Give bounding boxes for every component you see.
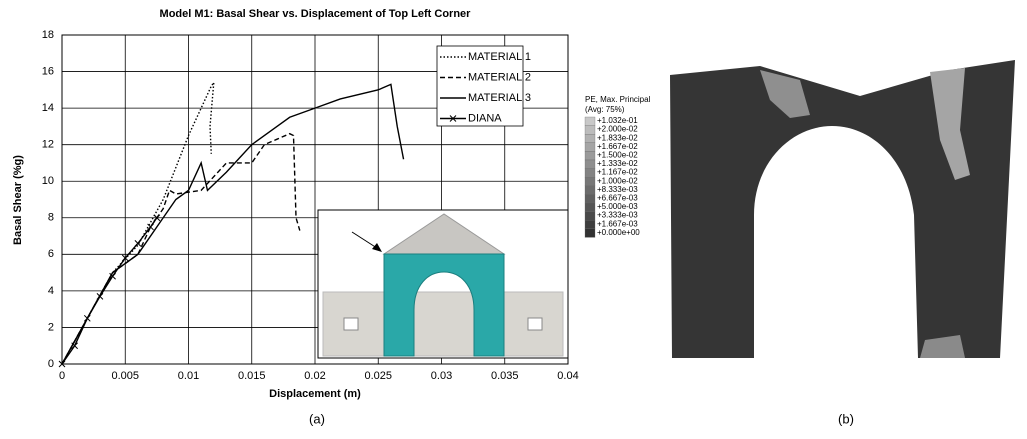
figure: Model M1: Basal Shear vs. Displacement o… bbox=[0, 0, 1027, 434]
x-tick-label: 0.02 bbox=[304, 370, 325, 382]
contour-subtitle: (Avg: 75%) bbox=[585, 105, 625, 114]
contour-swatch bbox=[585, 220, 595, 229]
legend-label: DIANA bbox=[468, 112, 502, 124]
y-tick-label: 2 bbox=[48, 321, 54, 333]
point-marker bbox=[84, 315, 90, 321]
legend-label: MATERIAL 3 bbox=[468, 92, 531, 104]
contour-plot bbox=[670, 60, 1015, 358]
contour-swatch bbox=[585, 177, 595, 186]
y-tick-label: 18 bbox=[42, 29, 54, 41]
legend-label: MATERIAL 2 bbox=[468, 71, 531, 83]
contour-swatch bbox=[585, 212, 595, 221]
x-tick-label: 0.005 bbox=[111, 370, 139, 382]
caption: (a) bbox=[309, 411, 325, 426]
y-tick-label: 0 bbox=[48, 358, 54, 370]
contour-swatch bbox=[585, 117, 595, 126]
x-tick-label: 0.01 bbox=[178, 370, 199, 382]
point-marker bbox=[148, 224, 154, 230]
y-tick-label: 12 bbox=[42, 139, 54, 151]
x-tick-label: 0 bbox=[59, 370, 65, 382]
y-tick-label: 4 bbox=[48, 285, 54, 297]
x-tick-label: 0.03 bbox=[431, 370, 452, 382]
series-line bbox=[62, 134, 300, 364]
x-tick-label: 0.015 bbox=[238, 370, 266, 382]
contour-level: +0.000e+00 bbox=[597, 228, 640, 237]
y-tick-label: 16 bbox=[42, 65, 54, 77]
x-axis-label: Displacement (m) bbox=[269, 388, 361, 400]
contour-swatch bbox=[585, 229, 595, 238]
contour-swatch bbox=[585, 203, 595, 212]
x-tick-label: 0.04 bbox=[557, 370, 578, 382]
y-tick-label: 8 bbox=[48, 212, 54, 224]
y-tick-label: 6 bbox=[48, 248, 54, 260]
x-tick-label: 0.025 bbox=[364, 370, 392, 382]
y-axis-label: Basal Shear (%g) bbox=[12, 155, 24, 245]
contour-title: PE, Max. Principal bbox=[585, 95, 651, 104]
point-marker bbox=[135, 240, 141, 246]
y-tick-label: 10 bbox=[42, 175, 54, 187]
caption: (b) bbox=[838, 411, 854, 426]
contour-legend: PE, Max. Principal (Avg: 75%) +1.032e-01… bbox=[585, 95, 651, 237]
contour-swatch bbox=[585, 160, 595, 169]
contour-swatch bbox=[585, 126, 595, 135]
y-tick-label: 14 bbox=[42, 102, 54, 114]
x-tick-label: 0.035 bbox=[491, 370, 519, 382]
contour-swatch bbox=[585, 169, 595, 178]
contour-swatch bbox=[585, 134, 595, 143]
legend-label: MATERIAL 1 bbox=[468, 51, 531, 63]
contour-swatch bbox=[585, 194, 595, 203]
inset bbox=[318, 210, 568, 358]
contour-swatch bbox=[585, 143, 595, 152]
contour-swatch bbox=[585, 186, 595, 195]
chart-title: Model M1: Basal Shear vs. Displacement o… bbox=[160, 8, 472, 20]
contour-swatch bbox=[585, 151, 595, 160]
